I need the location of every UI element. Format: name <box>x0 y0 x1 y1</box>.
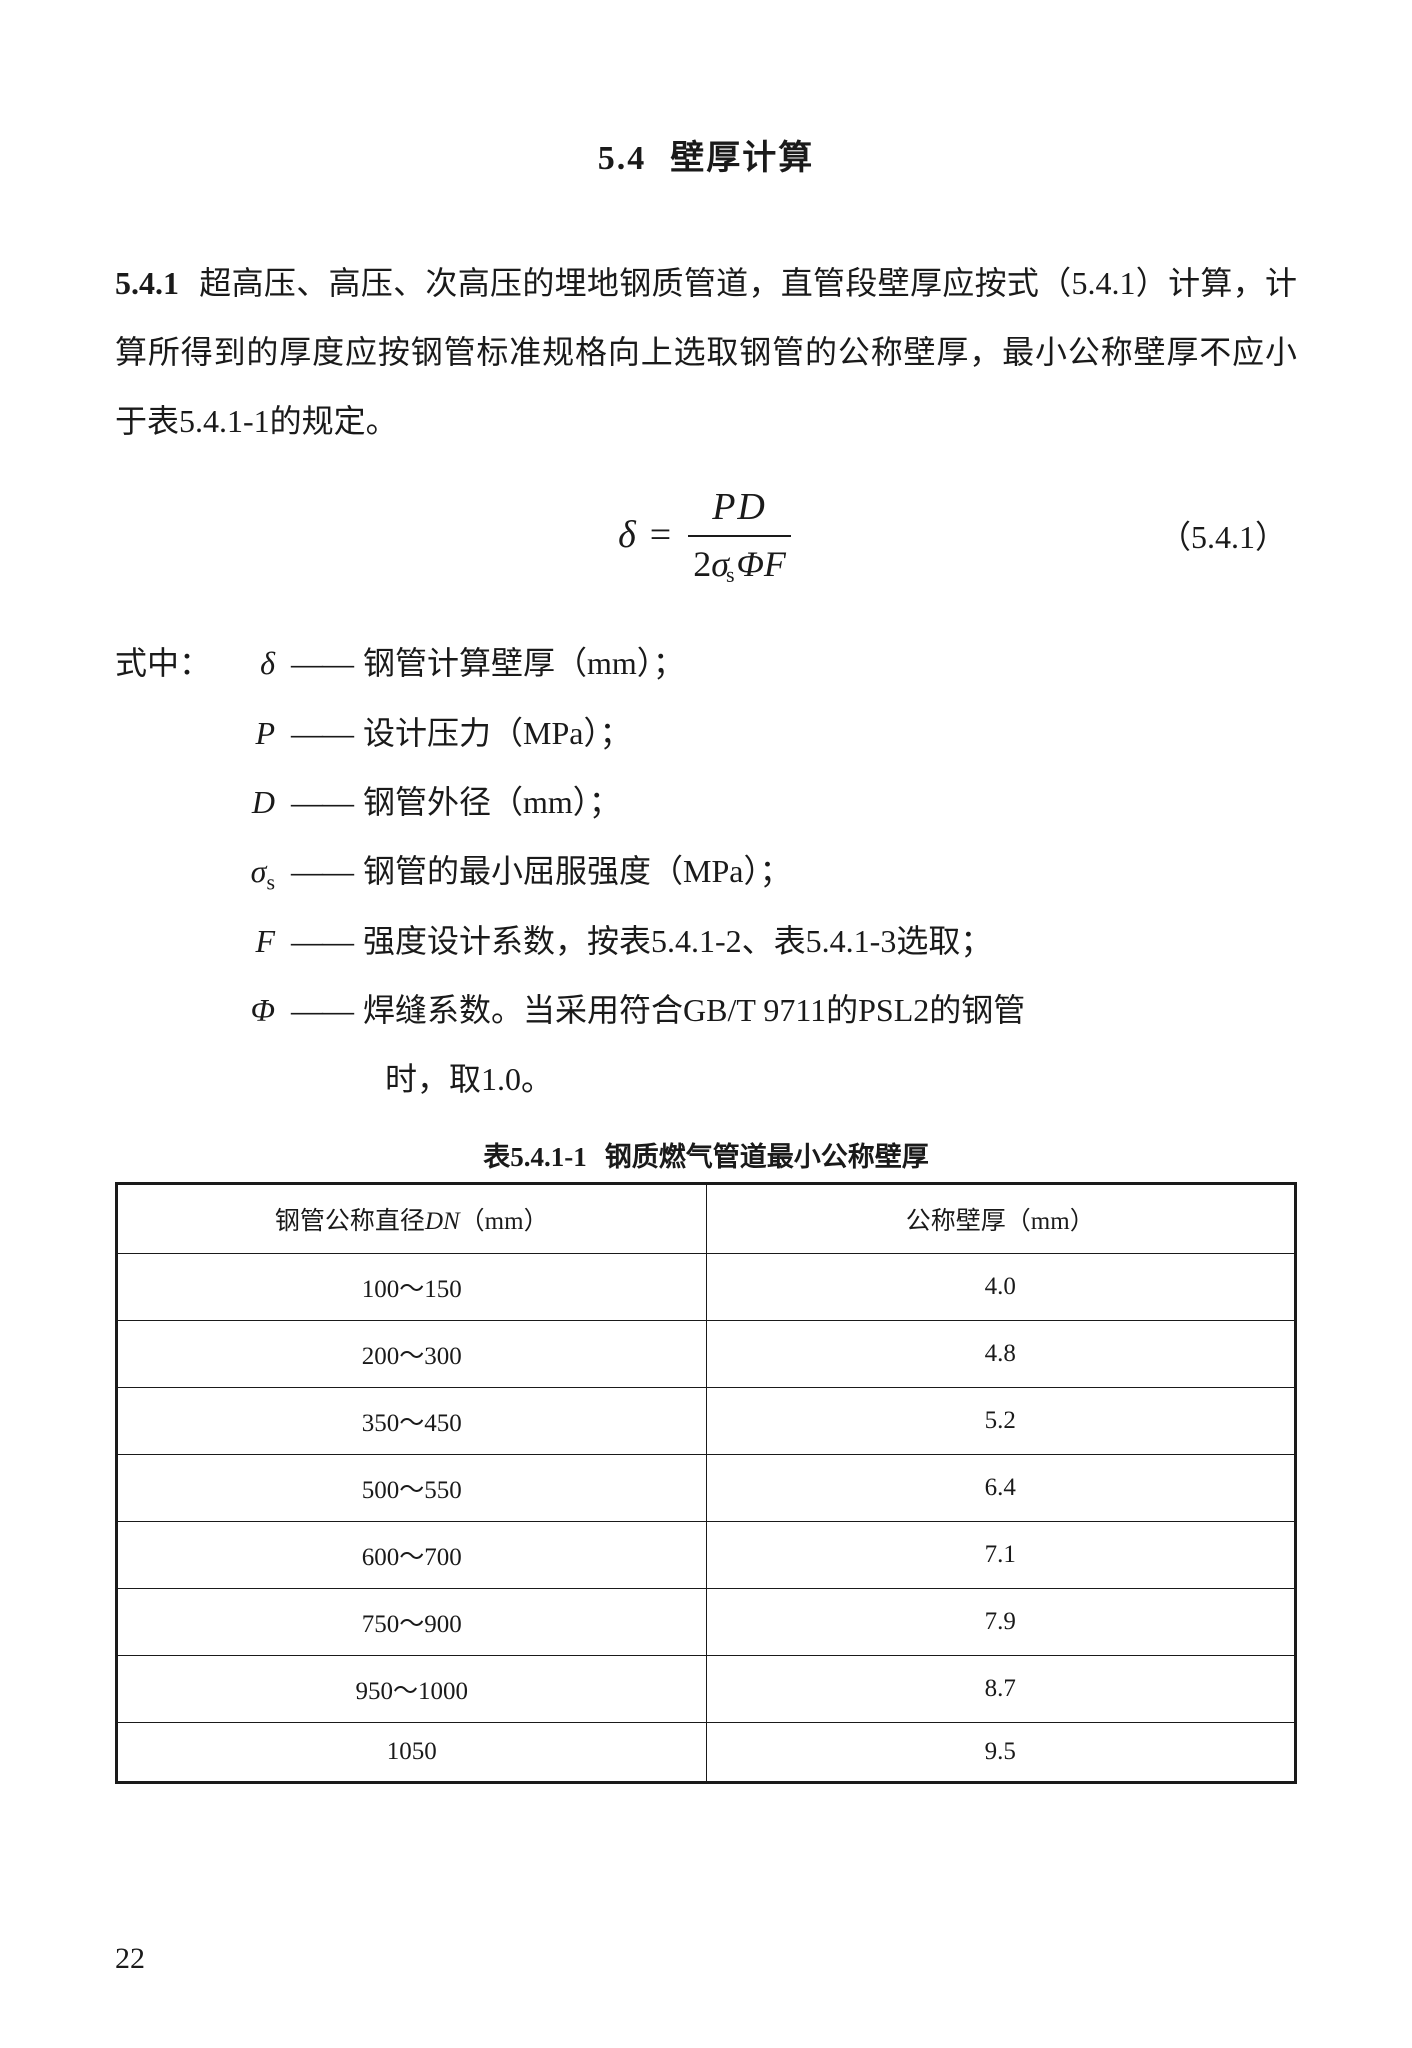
table-caption: 表5.4.1-1 钢质燃气管道最小公称壁厚 <box>115 1135 1297 1174</box>
def-dash: —— <box>281 838 363 905</box>
cell-dn: 600～700 <box>117 1522 707 1589</box>
denom-F: F <box>764 543 786 585</box>
def-dash: —— <box>281 769 363 836</box>
formula-equals: = <box>650 513 671 557</box>
denom-two: 2 <box>693 543 711 585</box>
def-text: 强度设计系数，按表5.4.1-2、表5.4.1-3选取； <box>363 908 1297 975</box>
definition-row: D —— 钢管外径（mm）； <box>115 769 1297 836</box>
def-symbol: σs <box>223 838 281 906</box>
def-dash: —— <box>281 908 363 975</box>
table-body: 100～150 4.0 200～300 4.8 350～450 5.2 500～… <box>117 1254 1296 1783</box>
clause-number: 5.4.1 <box>115 265 179 301</box>
definition-row: 式中： δ —— 钢管计算壁厚（mm）； <box>115 630 1297 697</box>
formula-reference: （5.4.1） <box>1159 512 1287 558</box>
table-header-col1: 钢管公称直径DN（mm） <box>117 1184 707 1254</box>
def-text: 钢管的最小屈服强度（MPa）； <box>363 838 1297 905</box>
cell-t: 6.4 <box>706 1455 1296 1522</box>
definition-row: σs —— 钢管的最小屈服强度（MPa）； <box>115 838 1297 906</box>
formula-numerator: PD <box>688 485 791 537</box>
table-row: 350～450 5.2 <box>117 1388 1296 1455</box>
table-row: 600～700 7.1 <box>117 1522 1296 1589</box>
denom-phi: Φ <box>737 543 764 585</box>
formula-block: δ = PD 2σsΦF （5.4.1） <box>115 480 1297 590</box>
definitions-list: 式中： δ —— 钢管计算壁厚（mm）； P —— 设计压力（MPa）； D —… <box>115 630 1297 1113</box>
table-header-col2: 公称壁厚（mm） <box>706 1184 1296 1254</box>
def-text: 钢管计算壁厚（mm）； <box>363 630 1297 697</box>
cell-t: 8.7 <box>706 1656 1296 1723</box>
denom-sigma-sub: s <box>726 562 735 588</box>
cell-dn: 350～450 <box>117 1388 707 1455</box>
cell-dn: 200～300 <box>117 1321 707 1388</box>
formula-fraction: PD 2σsΦF <box>685 485 794 585</box>
def-symbol: Φ <box>223 977 281 1044</box>
cell-t: 4.8 <box>706 1321 1296 1388</box>
section-title: 壁厚计算 <box>670 140 814 177</box>
formula-denominator: 2σsΦF <box>685 537 794 585</box>
cell-dn: 100～150 <box>117 1254 707 1321</box>
cell-t: 5.2 <box>706 1388 1296 1455</box>
cell-dn: 1050 <box>117 1723 707 1783</box>
def-text: 钢管外径（mm）； <box>363 769 1297 836</box>
table-row: 950～1000 8.7 <box>117 1656 1296 1723</box>
formula: δ = PD 2σsΦF <box>618 485 794 585</box>
table-row: 200～300 4.8 <box>117 1321 1296 1388</box>
table-number: 表5.4.1-1 <box>483 1142 587 1172</box>
table-row: 750～900 7.9 <box>117 1589 1296 1656</box>
def-dash: —— <box>281 630 363 697</box>
table-row: 100～150 4.0 <box>117 1254 1296 1321</box>
section-heading: 5.4 壁厚计算 <box>115 130 1297 179</box>
def-dash: —— <box>281 700 363 767</box>
table-header-row: 钢管公称直径DN（mm） 公称壁厚（mm） <box>117 1184 1296 1254</box>
def-symbol: δ <box>223 630 281 697</box>
definition-row: P —— 设计压力（MPa）； <box>115 700 1297 767</box>
cell-t: 9.5 <box>706 1723 1296 1783</box>
cell-dn: 750～900 <box>117 1589 707 1656</box>
definition-row: F —— 强度设计系数，按表5.4.1-2、表5.4.1-3选取； <box>115 908 1297 975</box>
def-symbol: P <box>223 700 281 767</box>
wall-thickness-table: 钢管公称直径DN（mm） 公称壁厚（mm） 100～150 4.0 200～30… <box>115 1182 1297 1784</box>
formula-lhs: δ <box>618 513 636 557</box>
cell-dn: 950～1000 <box>117 1656 707 1723</box>
section-number: 5.4 <box>598 140 647 177</box>
cell-t: 7.1 <box>706 1522 1296 1589</box>
table-title: 钢质燃气管道最小公称壁厚 <box>605 1142 929 1172</box>
page-number: 22 <box>115 1942 145 1976</box>
definition-row: Φ —— 焊缝系数。当采用符合GB/T 9711的PSL2的钢管 <box>115 977 1297 1044</box>
def-text: 焊缝系数。当采用符合GB/T 9711的PSL2的钢管 <box>363 977 1297 1044</box>
table-row: 1050 9.5 <box>117 1723 1296 1783</box>
cell-t: 7.9 <box>706 1589 1296 1656</box>
clause-paragraph: 5.4.1超高压、高压、次高压的埋地钢质管道，直管段壁厚应按式（5.4.1）计算… <box>115 249 1297 455</box>
def-symbol: F <box>223 908 281 975</box>
clause-text: 超高压、高压、次高压的埋地钢质管道，直管段壁厚应按式（5.4.1）计算，计算所得… <box>115 265 1297 439</box>
definitions-lead: 式中： <box>115 630 223 697</box>
table-row: 500～550 6.4 <box>117 1455 1296 1522</box>
cell-dn: 500～550 <box>117 1455 707 1522</box>
def-symbol: D <box>223 769 281 836</box>
def-dash: —— <box>281 977 363 1044</box>
definition-continuation: 时，取1.0。 <box>385 1046 1297 1113</box>
cell-t: 4.0 <box>706 1254 1296 1321</box>
def-text: 设计压力（MPa）； <box>363 700 1297 767</box>
